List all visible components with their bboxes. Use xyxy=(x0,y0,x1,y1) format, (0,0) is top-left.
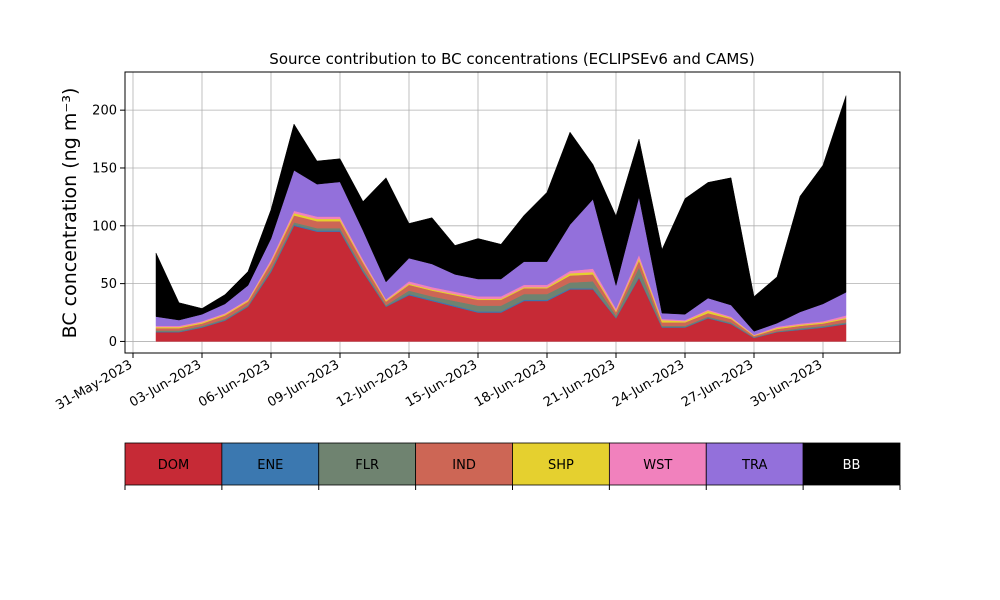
x-tick-label: 12-Jun-2023 xyxy=(334,357,411,410)
y-axis-ticks: 0 50 100 150 200 xyxy=(92,104,125,350)
legend-swatch-ene xyxy=(221,442,320,486)
chart-title: Source contribution to BC concentrations… xyxy=(269,50,754,68)
legend: DOM ENE FLR IND SHP WST TRA BB xyxy=(124,442,901,490)
legend-swatch-bb xyxy=(802,442,901,486)
legend-swatch-shp xyxy=(512,442,610,486)
legend-label-bb: BB xyxy=(843,458,861,473)
x-tick-label: 06-Jun-2023 xyxy=(196,357,273,410)
x-tick-label: 09-Jun-2023 xyxy=(265,357,342,410)
legend-label-flr: FLR xyxy=(355,458,379,473)
legend-swatch-tra xyxy=(705,442,804,486)
legend-label-tra: TRA xyxy=(741,458,767,473)
y-tick-label: 150 xyxy=(92,161,117,176)
legend-label-shp: SHP xyxy=(548,458,574,473)
y-tick-label: 50 xyxy=(100,277,117,292)
area-bb xyxy=(155,95,847,332)
x-tick-label: 15-Jun-2023 xyxy=(403,357,480,410)
x-tick-label: 30-Jun-2023 xyxy=(748,357,825,410)
x-tick-label: 18-Jun-2023 xyxy=(472,357,549,410)
legend-swatch-dom xyxy=(124,442,223,486)
stacked-areas xyxy=(155,95,847,342)
y-axis-label: BC concentration (ng m⁻³) xyxy=(59,88,81,339)
x-tick-label: 31-May-2023 xyxy=(53,357,135,413)
plot-frame xyxy=(124,71,901,354)
x-axis-ticks: 31-May-202303-Jun-202306-Jun-202309-Jun-… xyxy=(53,353,825,413)
y-tick-label: 200 xyxy=(92,104,117,119)
legend-label-ene: ENE xyxy=(257,458,283,473)
legend-label-dom: DOM xyxy=(158,458,189,473)
x-tick-label: 24-Jun-2023 xyxy=(610,357,687,410)
legend-label-ind: IND xyxy=(452,458,476,473)
legend-label-wst: WST xyxy=(643,458,672,473)
x-tick-label: 27-Jun-2023 xyxy=(679,357,756,410)
x-tick-label: 21-Jun-2023 xyxy=(541,357,618,410)
legend-swatch-flr xyxy=(318,442,417,486)
legend-swatch-ind xyxy=(415,442,513,486)
legend-swatch-wst xyxy=(608,442,707,486)
x-tick-label: 03-Jun-2023 xyxy=(127,357,204,410)
y-tick-label: 0 xyxy=(109,335,117,350)
y-tick-label: 100 xyxy=(92,219,117,234)
